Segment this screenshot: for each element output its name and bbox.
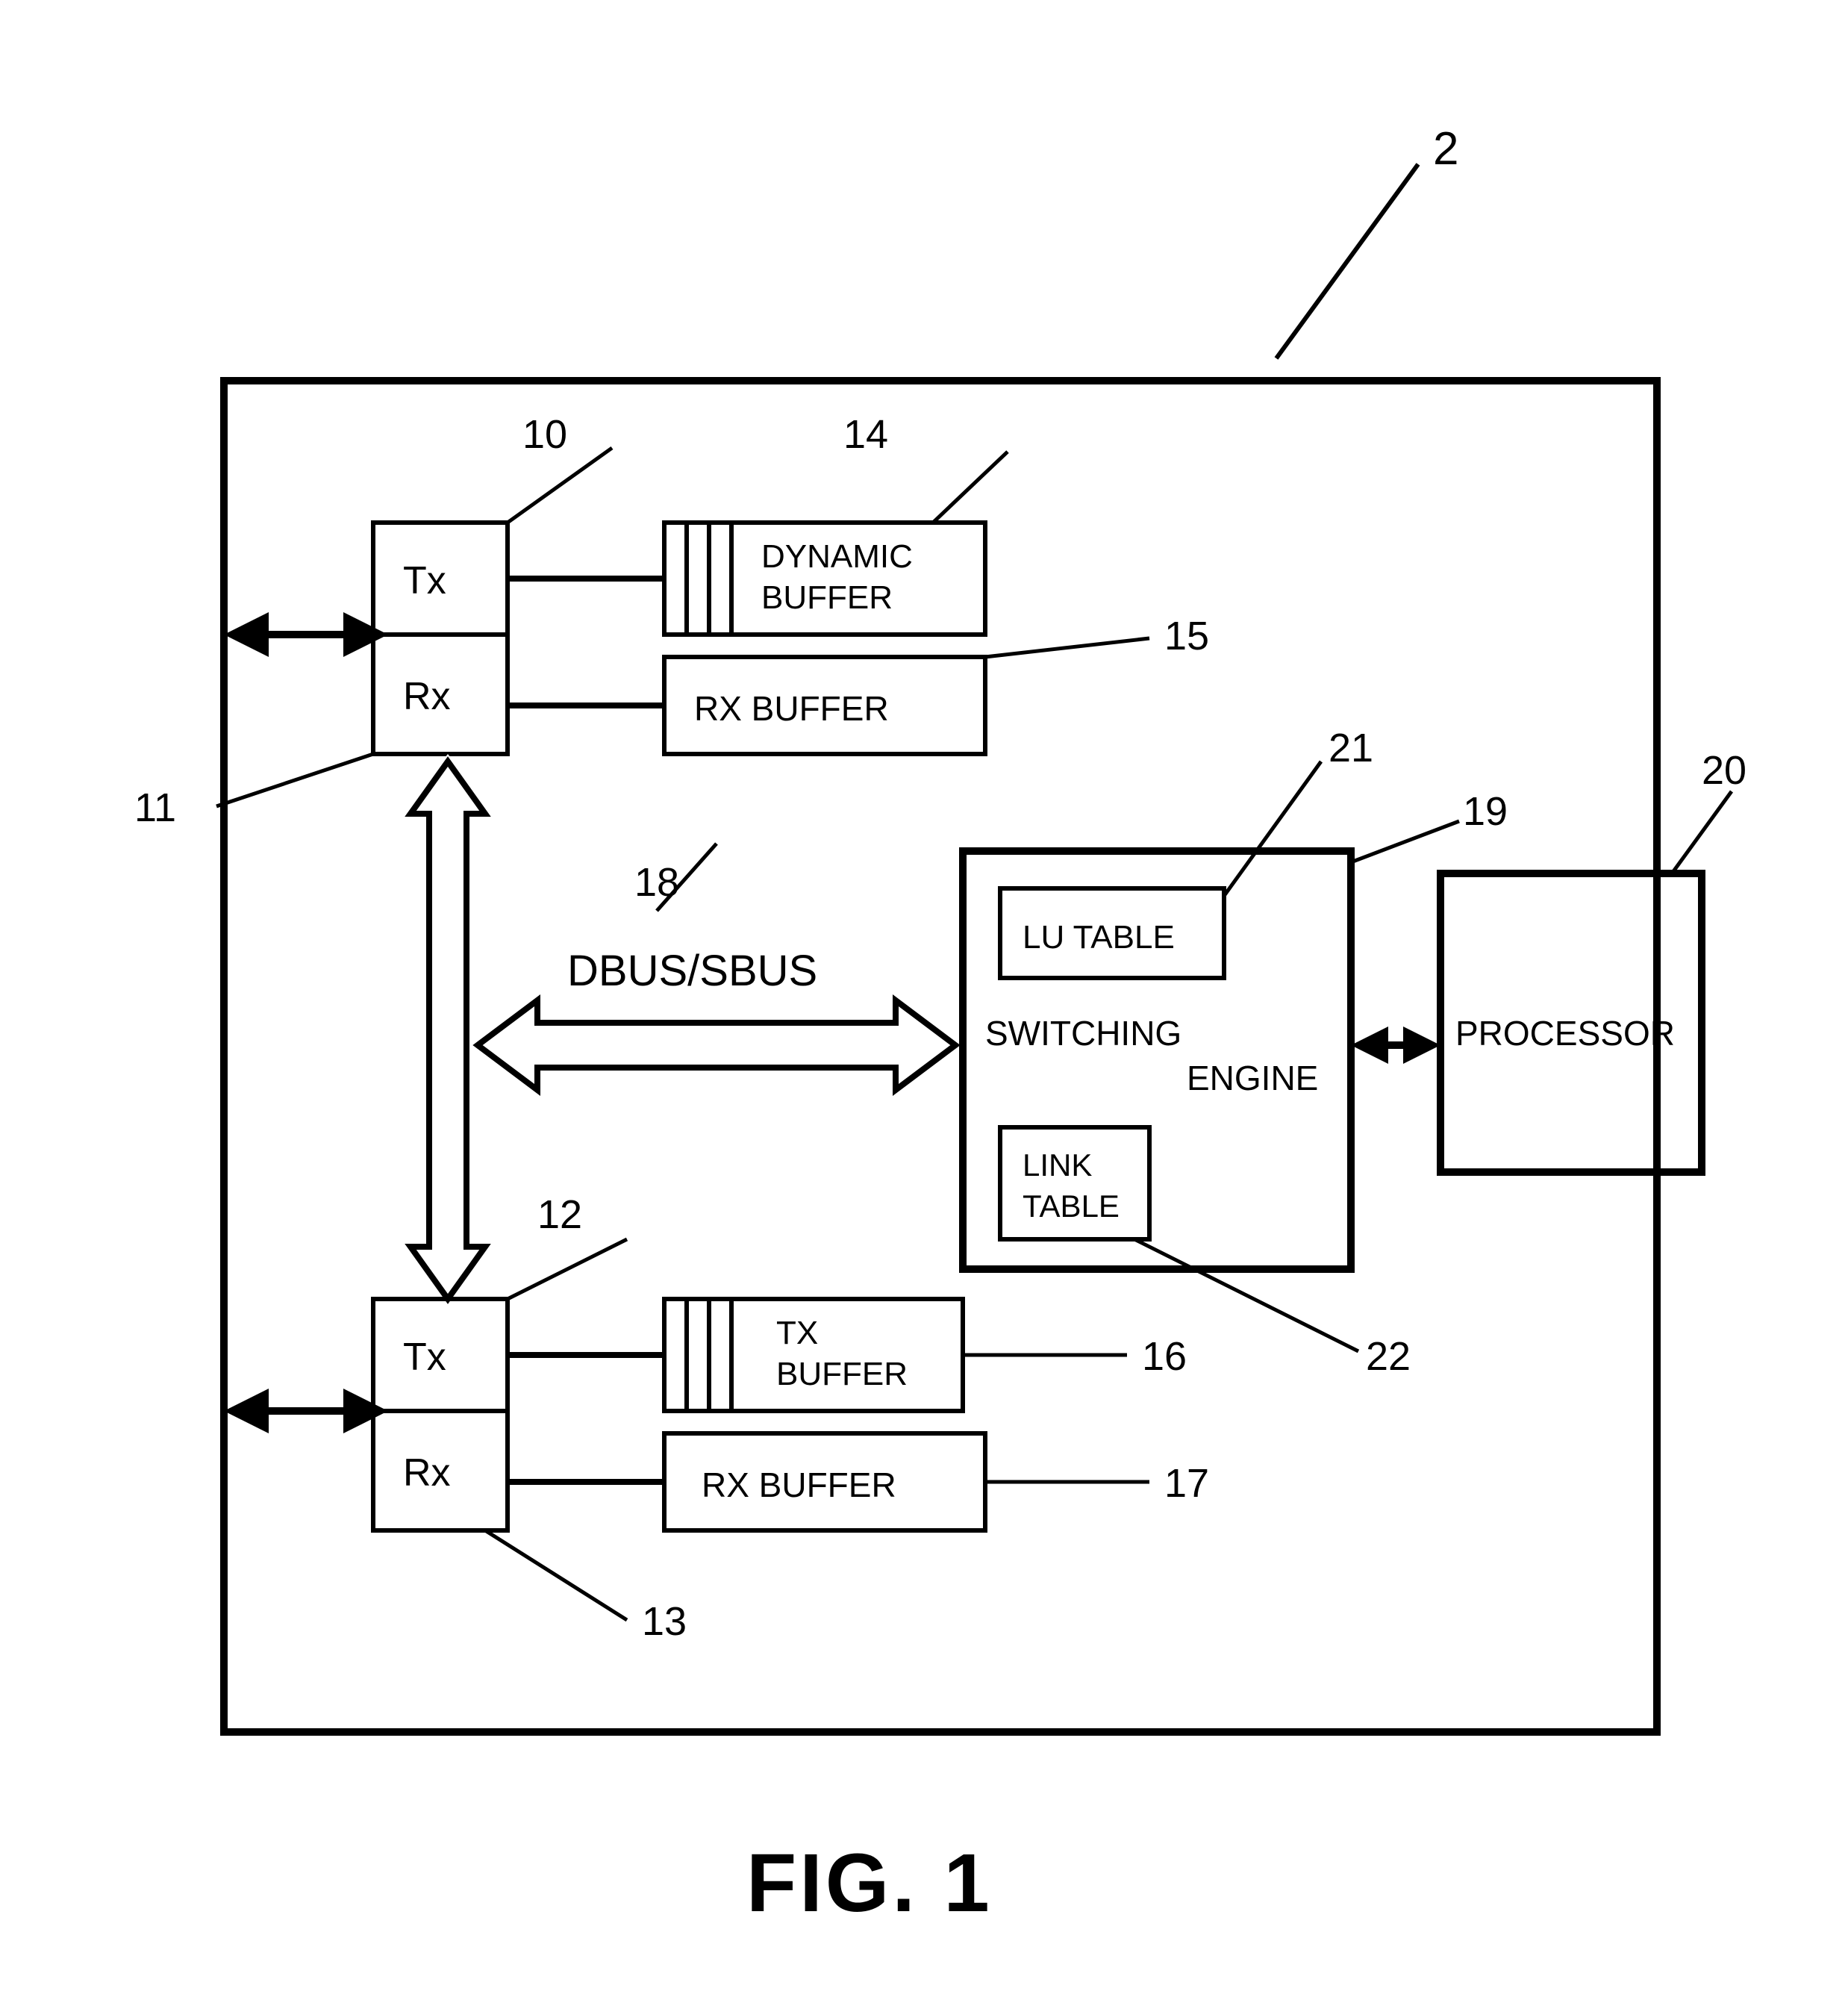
ext-arrow-lower xyxy=(224,1389,388,1433)
callout-10: 10 xyxy=(522,412,567,457)
engine-processor-arrow xyxy=(1351,1027,1440,1064)
callout-13: 13 xyxy=(642,1599,687,1644)
rx-upper-label: Rx xyxy=(403,675,451,718)
callout-leader-19 xyxy=(1351,821,1459,862)
callout-2: 2 xyxy=(1433,123,1458,175)
horizontal-bus-arrow xyxy=(478,1000,955,1090)
processor-label: PROCESSOR xyxy=(1455,1014,1675,1053)
callout-leader-10 xyxy=(508,448,612,523)
callout-16: 16 xyxy=(1142,1334,1187,1379)
tx-buffer-l1: TX xyxy=(776,1315,818,1351)
engine-l2: ENGINE xyxy=(1187,1059,1318,1097)
port-lower: Tx Rx xyxy=(373,1299,508,1530)
callout-17: 17 xyxy=(1164,1461,1209,1506)
callout-18: 18 xyxy=(634,860,679,905)
dynamic-buffer: DYNAMIC BUFFER xyxy=(664,523,985,635)
bus-label: DBUS/SBUS xyxy=(567,947,817,995)
tx-lower-label: Tx xyxy=(403,1336,446,1379)
tx-upper-label: Tx xyxy=(403,559,446,602)
port-upper: Tx Rx xyxy=(373,523,508,754)
engine-l1: SWITCHING xyxy=(985,1014,1181,1053)
callout-leader-2 xyxy=(1276,164,1418,358)
lu-table-label: LU TABLE xyxy=(1023,919,1175,956)
vertical-bus-arrow xyxy=(411,754,485,1299)
callout-leader-13 xyxy=(485,1530,627,1620)
callout-leader-21 xyxy=(1224,761,1321,896)
figure-caption: FIG. 1 xyxy=(746,1837,993,1929)
link-table-l1: LINK xyxy=(1023,1147,1092,1183)
callout-14: 14 xyxy=(843,412,888,457)
ext-arrow-upper xyxy=(224,612,388,657)
rx-lower-label: Rx xyxy=(403,1451,451,1495)
callout-15: 15 xyxy=(1164,614,1209,658)
switching-engine: SWITCHING ENGINE LU TABLE LINK TABLE xyxy=(963,851,1351,1269)
callout-20: 20 xyxy=(1702,748,1746,793)
callout-19: 19 xyxy=(1463,789,1508,834)
rx-buffer-lower-label: RX BUFFER xyxy=(702,1465,896,1504)
rx-buffer-upper-label: RX BUFFER xyxy=(694,689,889,728)
callout-leader-14 xyxy=(933,452,1008,523)
dynamic-buffer-l2: BUFFER xyxy=(761,579,893,616)
tx-buffer: TX BUFFER xyxy=(664,1299,963,1411)
callout-22: 22 xyxy=(1366,1334,1411,1379)
callout-21: 21 xyxy=(1329,726,1373,770)
callout-leader-15 xyxy=(985,638,1149,657)
dynamic-buffer-l1: DYNAMIC xyxy=(761,538,913,575)
link-table-l2: TABLE xyxy=(1023,1189,1120,1224)
tx-buffer-l2: BUFFER xyxy=(776,1356,908,1392)
callout-leader-20 xyxy=(1672,791,1732,873)
callout-leader-12 xyxy=(508,1239,627,1299)
callout-12: 12 xyxy=(537,1192,582,1237)
callout-11: 11 xyxy=(134,785,176,830)
callout-leader-11 xyxy=(216,754,373,806)
